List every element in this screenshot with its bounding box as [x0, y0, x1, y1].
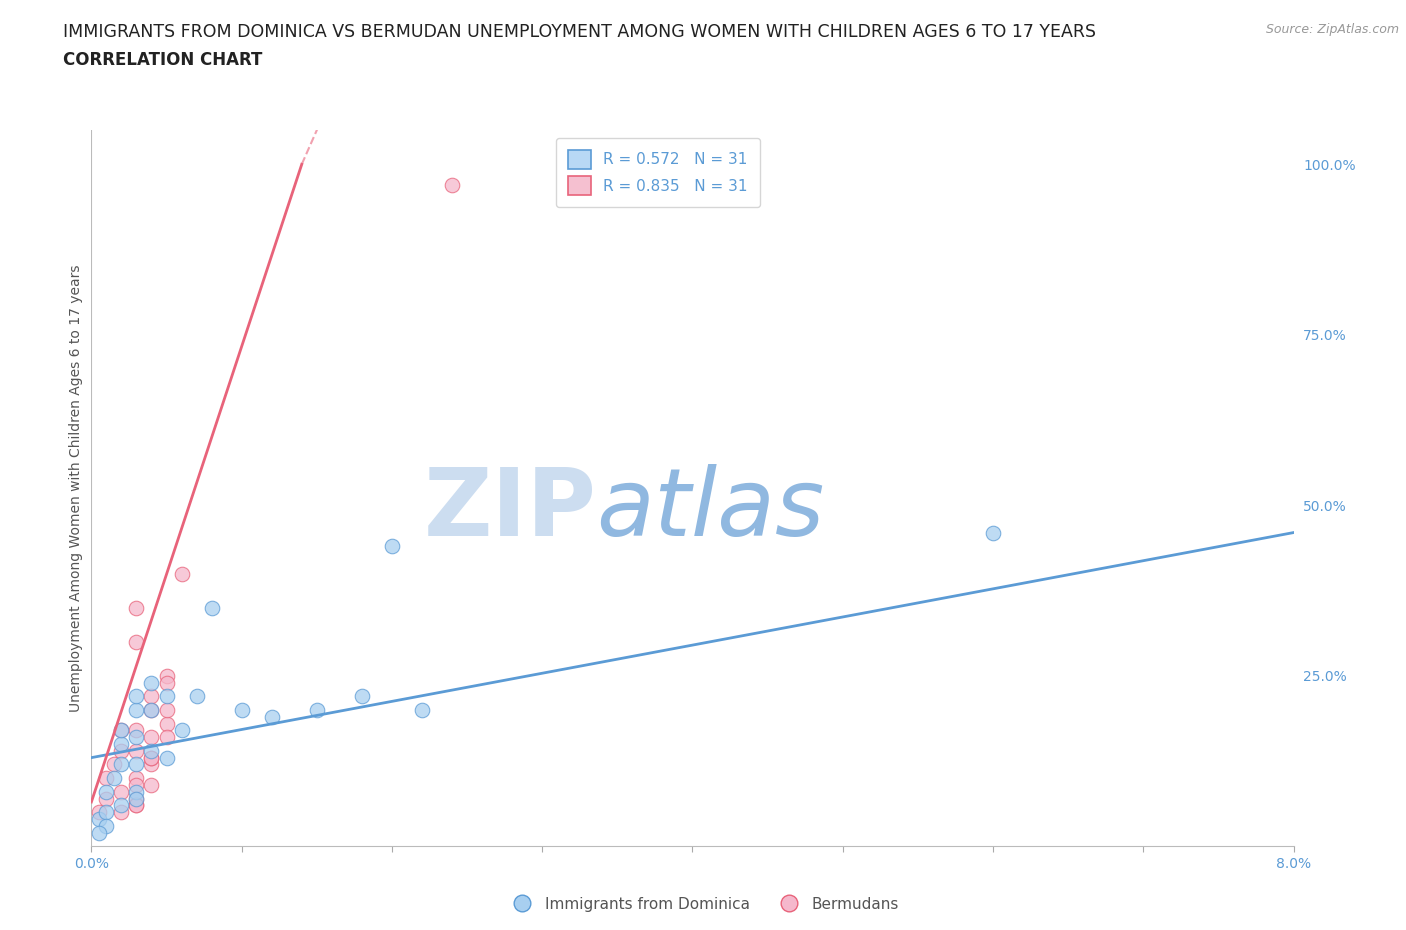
- Text: IMMIGRANTS FROM DOMINICA VS BERMUDAN UNEMPLOYMENT AMONG WOMEN WITH CHILDREN AGES: IMMIGRANTS FROM DOMINICA VS BERMUDAN UNE…: [63, 23, 1097, 41]
- Point: [981, 525, 1004, 540]
- Point: [155, 716, 177, 731]
- Point: [125, 791, 148, 806]
- Point: [110, 757, 132, 772]
- Point: [96, 771, 118, 786]
- Point: [103, 757, 125, 772]
- Point: [103, 771, 125, 786]
- Point: [110, 804, 132, 819]
- Point: [125, 689, 148, 704]
- Point: [125, 702, 148, 717]
- Point: [87, 812, 110, 827]
- Point: [96, 791, 118, 806]
- Point: [87, 804, 110, 819]
- Point: [125, 730, 148, 745]
- Point: [260, 710, 283, 724]
- Point: [125, 600, 148, 615]
- Text: ZIP: ZIP: [423, 464, 596, 556]
- Point: [186, 689, 208, 704]
- Point: [141, 702, 163, 717]
- Point: [170, 723, 193, 737]
- Point: [110, 743, 132, 758]
- Point: [96, 818, 118, 833]
- Point: [155, 669, 177, 684]
- Text: atlas: atlas: [596, 464, 824, 555]
- Point: [96, 784, 118, 799]
- Point: [141, 751, 163, 765]
- Point: [155, 751, 177, 765]
- Point: [110, 798, 132, 813]
- Point: [110, 723, 132, 737]
- Point: [125, 743, 148, 758]
- Point: [231, 702, 253, 717]
- Point: [141, 743, 163, 758]
- Point: [170, 566, 193, 581]
- Point: [141, 675, 163, 690]
- Point: [125, 784, 148, 799]
- Point: [155, 689, 177, 704]
- Point: [110, 723, 132, 737]
- Point: [125, 757, 148, 772]
- Point: [201, 600, 224, 615]
- Text: CORRELATION CHART: CORRELATION CHART: [63, 51, 263, 69]
- Point: [141, 777, 163, 792]
- Point: [305, 702, 328, 717]
- Point: [141, 751, 163, 765]
- Point: [125, 791, 148, 806]
- Point: [350, 689, 373, 704]
- Legend: Immigrants from Dominica, Bermudans: Immigrants from Dominica, Bermudans: [501, 891, 905, 918]
- Point: [141, 730, 163, 745]
- Point: [155, 730, 177, 745]
- Point: [381, 538, 404, 553]
- Point: [141, 757, 163, 772]
- Point: [125, 771, 148, 786]
- Point: [110, 784, 132, 799]
- Point: [411, 702, 433, 717]
- Point: [141, 689, 163, 704]
- Y-axis label: Unemployment Among Women with Children Ages 6 to 17 years: Unemployment Among Women with Children A…: [69, 264, 83, 712]
- Legend: R = 0.572   N = 31, R = 0.835   N = 31: R = 0.572 N = 31, R = 0.835 N = 31: [555, 138, 759, 207]
- Point: [87, 825, 110, 840]
- Point: [125, 798, 148, 813]
- Point: [125, 777, 148, 792]
- Text: Source: ZipAtlas.com: Source: ZipAtlas.com: [1265, 23, 1399, 36]
- Point: [125, 798, 148, 813]
- Point: [141, 702, 163, 717]
- Point: [440, 178, 463, 193]
- Point: [125, 634, 148, 649]
- Point: [125, 723, 148, 737]
- Point: [96, 804, 118, 819]
- Point: [155, 675, 177, 690]
- Point: [110, 737, 132, 751]
- Point: [155, 702, 177, 717]
